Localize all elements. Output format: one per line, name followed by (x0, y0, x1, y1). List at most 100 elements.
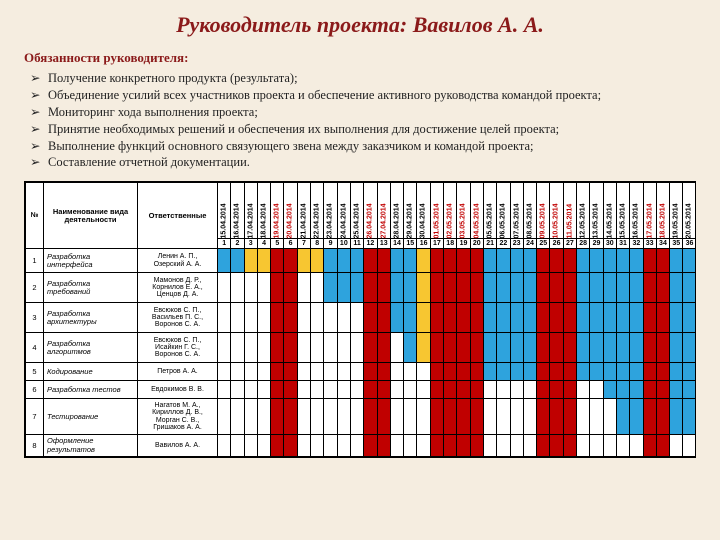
gantt-cell (510, 381, 523, 399)
gantt-cell (311, 435, 324, 457)
gantt-cell (364, 333, 377, 363)
gantt-cell (297, 333, 310, 363)
gantt-cell (683, 381, 696, 399)
gantt-cell (244, 399, 257, 435)
gantt-cell (231, 249, 244, 273)
gantt-cell (643, 273, 656, 303)
gantt-cell (483, 363, 496, 381)
gantt-cell (364, 381, 377, 399)
gantt-cell (231, 273, 244, 303)
gantt-cell (656, 363, 669, 381)
gantt-cell (324, 273, 337, 303)
gantt-cell (550, 381, 563, 399)
gantt-cell (430, 399, 443, 435)
gantt-cell (311, 249, 324, 273)
gantt-cell (417, 435, 430, 457)
gantt-cell (257, 399, 270, 435)
day-number: 17 (430, 239, 443, 249)
gantt-cell (350, 249, 363, 273)
gantt-cell (404, 333, 417, 363)
gantt-cell (390, 399, 403, 435)
gantt-cell (311, 273, 324, 303)
gantt-cell (497, 333, 510, 363)
responsible: Евсюков С. П.,Васильев П. С.,Воронов С. … (138, 303, 218, 333)
day-number: 31 (616, 239, 629, 249)
gantt-cell (218, 381, 231, 399)
day-number: 10 (337, 239, 350, 249)
day-number: 29 (590, 239, 603, 249)
gantt-cell (537, 399, 550, 435)
gantt-cell (297, 435, 310, 457)
responsible: Петров А. А. (138, 363, 218, 381)
gantt-cell (670, 273, 683, 303)
gantt-cell (510, 435, 523, 457)
gantt-cell (390, 273, 403, 303)
gantt-cell (231, 303, 244, 333)
gantt-cell (616, 249, 629, 273)
gantt-cell (683, 273, 696, 303)
gantt-cell (577, 273, 590, 303)
day-number: 1 (218, 239, 231, 249)
gantt-cell (470, 381, 483, 399)
gantt-cell (311, 399, 324, 435)
date-header: 06.05.2014 (497, 183, 510, 239)
day-number: 9 (324, 239, 337, 249)
gantt-cell (630, 273, 643, 303)
gantt-cell (231, 333, 244, 363)
gantt-chart: №Наименование вида деятельностиОтветстве… (24, 181, 696, 458)
date-header: 16.04.2014 (231, 183, 244, 239)
gantt-cell (364, 363, 377, 381)
gantt-cell (656, 333, 669, 363)
day-number: 23 (510, 239, 523, 249)
gantt-cell (590, 333, 603, 363)
gantt-cell (404, 249, 417, 273)
gantt-cell (563, 435, 576, 457)
date-header: 24.04.2014 (337, 183, 350, 239)
responsible: Евсюков С. П.,Исайкин Г. С.,Воронов С. А… (138, 333, 218, 363)
day-number: 20 (470, 239, 483, 249)
gantt-cell (404, 303, 417, 333)
gantt-cell (257, 333, 270, 363)
gantt-cell (577, 249, 590, 273)
gantt-cell (430, 249, 443, 273)
gantt-cell (670, 249, 683, 273)
day-number: 7 (297, 239, 310, 249)
gantt-cell (324, 381, 337, 399)
gantt-cell (297, 303, 310, 333)
date-header: 11.05.2014 (563, 183, 576, 239)
gantt-cell (324, 399, 337, 435)
gantt-cell (656, 303, 669, 333)
gantt-cell (577, 381, 590, 399)
gantt-cell (643, 363, 656, 381)
gantt-cell (350, 303, 363, 333)
gantt-cell (643, 303, 656, 333)
gantt-cell (231, 381, 244, 399)
gantt-cell (271, 381, 284, 399)
gantt-cell (417, 333, 430, 363)
row-num: 1 (26, 249, 44, 273)
gantt-cell (337, 435, 350, 457)
date-header: 20.04.2014 (284, 183, 297, 239)
gantt-cell (577, 363, 590, 381)
date-header: 14.05.2014 (603, 183, 616, 239)
duty-item: Принятие необходимых решений и обеспечен… (30, 121, 696, 138)
gantt-cell (417, 303, 430, 333)
date-header: 19.04.2014 (271, 183, 284, 239)
gantt-cell (350, 399, 363, 435)
gantt-cell (257, 303, 270, 333)
gantt-cell (404, 381, 417, 399)
activity-name: Оформление результатов (44, 435, 138, 457)
date-header: 12.05.2014 (577, 183, 590, 239)
gantt-cell (656, 381, 669, 399)
gantt-cell (683, 363, 696, 381)
gantt-cell (670, 363, 683, 381)
responsible: Вавилов А. А. (138, 435, 218, 457)
gantt-cell (510, 333, 523, 363)
date-header: 13.05.2014 (590, 183, 603, 239)
day-number: 13 (377, 239, 390, 249)
responsible: Евдокимов В. В. (138, 381, 218, 399)
gantt-cell (257, 435, 270, 457)
gantt-cell (643, 381, 656, 399)
gantt-cell (271, 435, 284, 457)
gantt-cell (537, 249, 550, 273)
